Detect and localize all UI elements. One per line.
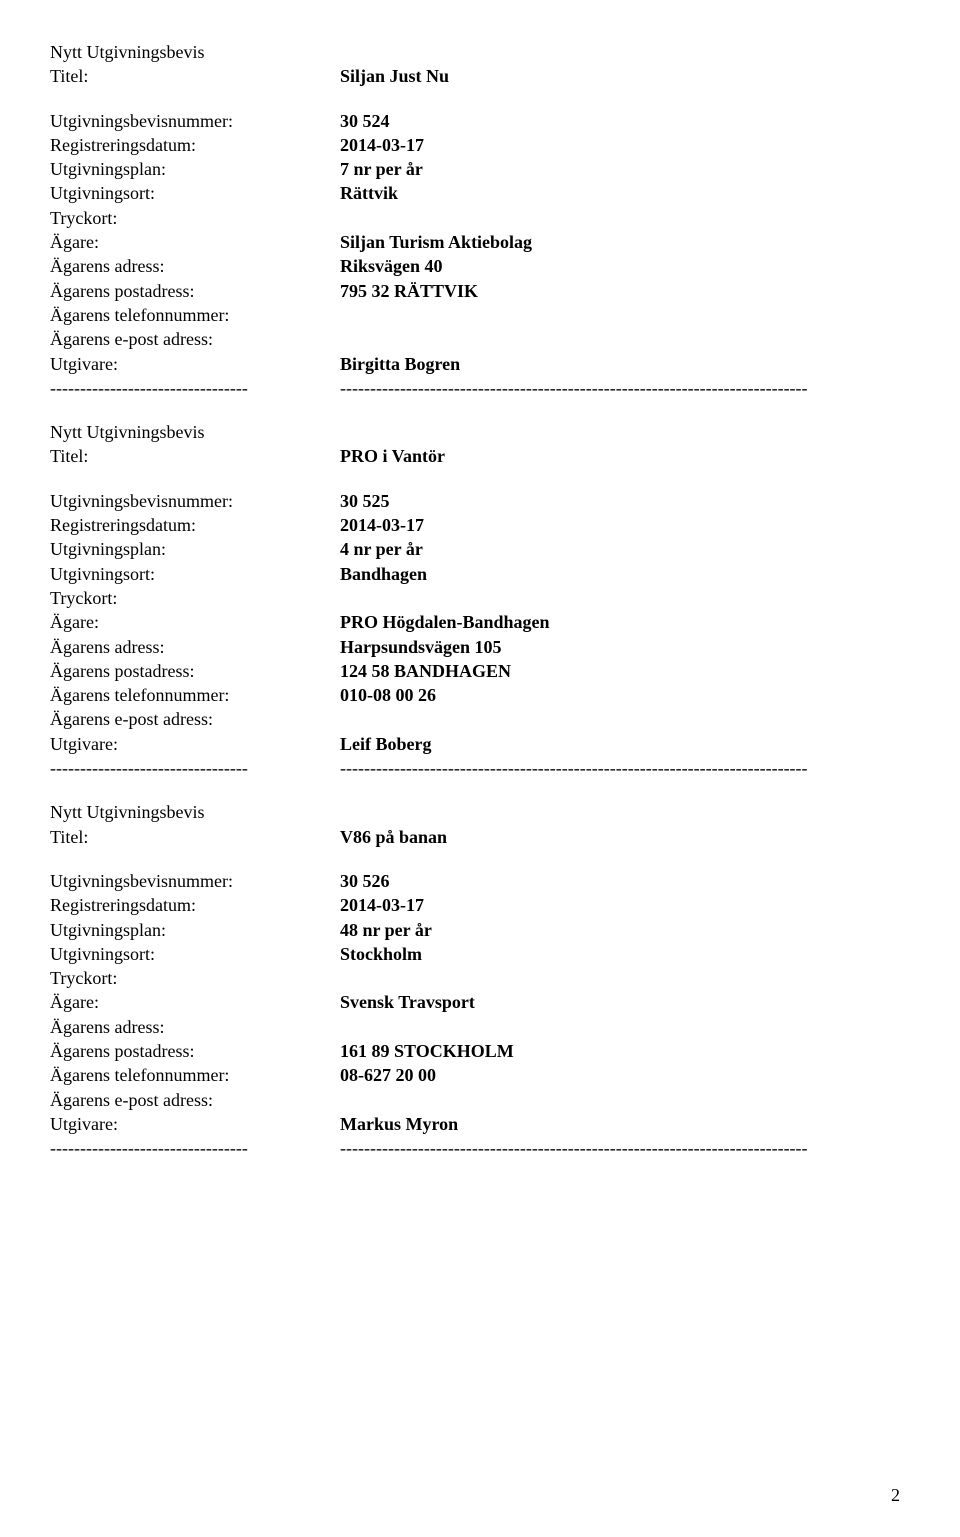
label-utgivningsplan: Utgivningsplan: [50,157,340,181]
label-utgivningsort: Utgivningsort: [50,181,340,205]
value-tryckort [340,586,910,610]
value-utgivningsort: Stockholm [340,942,910,966]
label-registreringsdatum: Registreringsdatum: [50,513,340,537]
label-agare: Ägare: [50,990,340,1014]
record: Nytt Utgivningsbevis Titel: PRO i Vantör… [50,420,910,800]
label-tryckort: Tryckort: [50,966,340,990]
value-utgivningsort: Rättvik [340,181,910,205]
value-utgivningsplan: 48 nr per år [340,918,910,942]
record-header: Nytt Utgivningsbevis [50,420,910,444]
value-agarens-telefonnummer [340,303,910,327]
label-agarens-adress: Ägarens adress: [50,635,340,659]
value-agarens-telefonnummer: 08-627 20 00 [340,1063,910,1087]
label-agarens-telefonnummer: Ägarens telefonnummer: [50,303,340,327]
label-tryckort: Tryckort: [50,586,340,610]
value-agarens-postadress: 795 32 RÄTTVIK [340,279,910,303]
label-agarens-telefonnummer: Ägarens telefonnummer: [50,1063,340,1087]
value-agarens-epost [340,327,910,351]
value-titel: PRO i Vantör [340,444,910,468]
label-titel: Titel: [50,64,340,88]
record: Nytt Utgivningsbevis Titel: Siljan Just … [50,40,910,420]
label-utgivningsplan: Utgivningsplan: [50,537,340,561]
value-tryckort [340,206,910,230]
label-agare: Ägare: [50,610,340,634]
label-registreringsdatum: Registreringsdatum: [50,133,340,157]
label-utgivningsbevisnummer: Utgivningsbevisnummer: [50,489,340,513]
divider: --------------------------------- ------… [50,756,910,780]
label-tryckort: Tryckort: [50,206,340,230]
label-agarens-postadress: Ägarens postadress: [50,659,340,683]
label-utgivare: Utgivare: [50,1112,340,1136]
value-utgivningsplan: 7 nr per år [340,157,910,181]
label-utgivningsbevisnummer: Utgivningsbevisnummer: [50,869,340,893]
record-header: Nytt Utgivningsbevis [50,800,910,824]
value-utgivningsplan: 4 nr per år [340,537,910,561]
label-agarens-epost: Ägarens e-post adress: [50,327,340,351]
value-tryckort [340,966,910,990]
value-registreringsdatum: 2014-03-17 [340,133,910,157]
record: Nytt Utgivningsbevis Titel: V86 på banan… [50,800,910,1180]
value-agarens-adress [340,1015,910,1039]
label-utgivare: Utgivare: [50,352,340,376]
value-utgivningsort: Bandhagen [340,562,910,586]
value-titel: V86 på banan [340,825,910,849]
label-agarens-epost: Ägarens e-post adress: [50,707,340,731]
label-utgivningsplan: Utgivningsplan: [50,918,340,942]
label-agarens-telefonnummer: Ägarens telefonnummer: [50,683,340,707]
value-registreringsdatum: 2014-03-17 [340,893,910,917]
value-agarens-epost [340,707,910,731]
value-utgivningsbevisnummer: 30 526 [340,869,910,893]
value-agare: Siljan Turism Aktiebolag [340,230,910,254]
value-agare: PRO Högdalen-Bandhagen [340,610,910,634]
label-utgivningsort: Utgivningsort: [50,562,340,586]
label-utgivningsort: Utgivningsort: [50,942,340,966]
record-header: Nytt Utgivningsbevis [50,40,910,64]
value-registreringsdatum: 2014-03-17 [340,513,910,537]
label-titel: Titel: [50,444,340,468]
label-agarens-adress: Ägarens adress: [50,254,340,278]
label-utgivningsbevisnummer: Utgivningsbevisnummer: [50,109,340,133]
value-agarens-postadress: 124 58 BANDHAGEN [340,659,910,683]
value-agarens-epost [340,1088,910,1112]
value-agarens-adress: Riksvägen 40 [340,254,910,278]
label-registreringsdatum: Registreringsdatum: [50,893,340,917]
label-agarens-adress: Ägarens adress: [50,1015,340,1039]
label-agarens-postadress: Ägarens postadress: [50,1039,340,1063]
value-utgivare: Birgitta Bogren [340,352,910,376]
label-titel: Titel: [50,825,340,849]
divider: --------------------------------- ------… [50,376,910,400]
value-agarens-postadress: 161 89 STOCKHOLM [340,1039,910,1063]
value-utgivningsbevisnummer: 30 524 [340,109,910,133]
value-utgivare: Leif Boberg [340,732,910,756]
value-agare: Svensk Travsport [340,990,910,1014]
page-number: 2 [891,1483,900,1507]
value-agarens-adress: Harpsundsvägen 105 [340,635,910,659]
label-agare: Ägare: [50,230,340,254]
value-utgivningsbevisnummer: 30 525 [340,489,910,513]
divider: --------------------------------- ------… [50,1136,910,1160]
value-titel: Siljan Just Nu [340,64,910,88]
label-agarens-postadress: Ägarens postadress: [50,279,340,303]
value-utgivare: Markus Myron [340,1112,910,1136]
label-agarens-epost: Ägarens e-post adress: [50,1088,340,1112]
value-agarens-telefonnummer: 010-08 00 26 [340,683,910,707]
label-utgivare: Utgivare: [50,732,340,756]
